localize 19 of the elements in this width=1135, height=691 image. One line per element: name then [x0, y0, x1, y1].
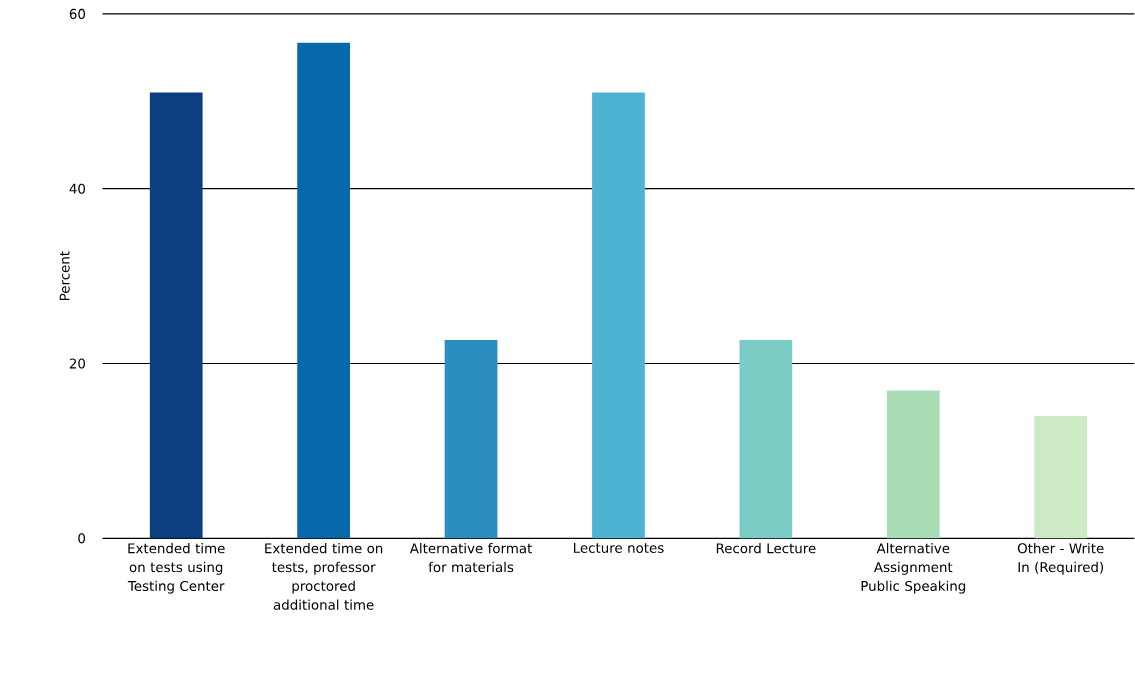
x-tick-label: Record Lecture [716, 543, 816, 554]
y-tick-label: 60 [69, 9, 86, 20]
x-tick-label: Alternative Assignment Public Speaking [861, 543, 966, 594]
bar [739, 340, 793, 539]
y-tick-label: 0 [78, 533, 86, 544]
y-tick-label: 20 [69, 358, 86, 369]
y-tick-label: 40 [69, 183, 86, 194]
bar [886, 390, 940, 539]
x-tick-label: Lecture notes [573, 543, 664, 554]
bar [297, 42, 350, 539]
x-tick-label: Extended time on tests using Testing Center [127, 543, 225, 594]
bar [1034, 416, 1088, 539]
x-tick-label: Extended time on tests, professor proctored additional time [265, 543, 383, 611]
bar [444, 340, 498, 539]
x-tick-label: Other - Write In (Required) [1017, 543, 1104, 575]
bar [149, 92, 203, 539]
bar [592, 92, 645, 539]
y-axis-title: Percent [59, 251, 70, 301]
x-tick-label: Alternative format for materials [409, 543, 532, 573]
